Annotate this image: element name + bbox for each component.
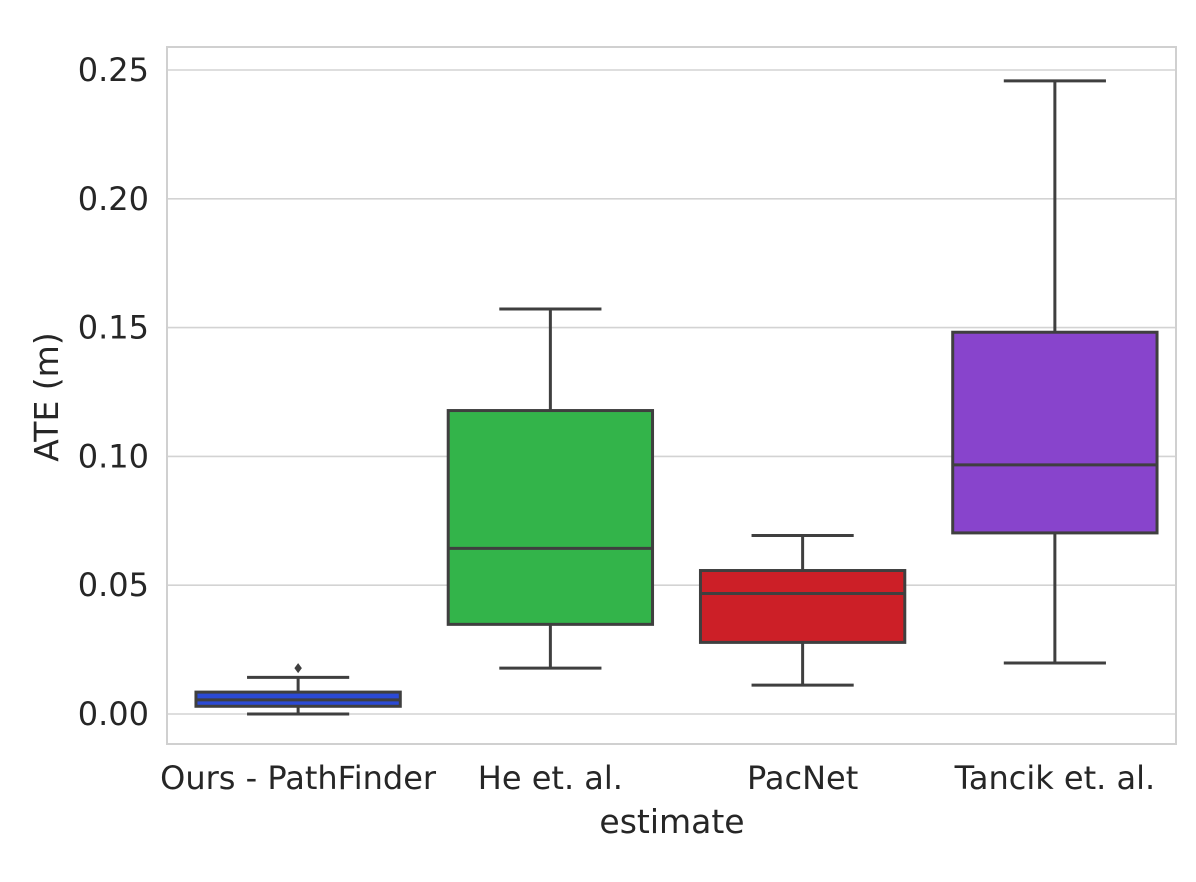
y-tick-label: 0.05 xyxy=(78,566,149,604)
box-group xyxy=(194,663,402,716)
box-group xyxy=(698,533,907,687)
boxes xyxy=(194,79,1159,716)
plot-area-frame xyxy=(166,46,1177,745)
box-group xyxy=(951,79,1159,665)
y-axis-label: ATE (m) xyxy=(27,332,66,461)
grid-lines xyxy=(167,69,1176,715)
y-tick-label: 0.25 xyxy=(78,51,149,89)
x-tick-label: He et. al. xyxy=(478,759,623,797)
x-tick-label: Tancik et. al. xyxy=(954,759,1156,797)
y-tick-label: 0.20 xyxy=(78,180,149,218)
x-axis-ticks: Ours - PathFinder He et. al. PacNet Tancik … xyxy=(160,759,1155,797)
box-iqr xyxy=(698,569,907,644)
outlier-point xyxy=(294,663,302,674)
x-tick-label: Ours - PathFinder xyxy=(160,759,437,797)
box-iqr xyxy=(446,409,655,626)
y-tick-label: 0.10 xyxy=(78,437,149,475)
x-axis-label: estimate xyxy=(599,802,744,841)
box-group xyxy=(446,307,655,670)
y-tick-label: 0.00 xyxy=(78,695,149,733)
y-axis-ticks: 0.00 0.05 0.10 0.15 0.20 0.25 xyxy=(78,51,149,733)
x-tick-label: PacNet xyxy=(747,759,858,797)
y-tick-label: 0.15 xyxy=(78,309,149,347)
box-iqr xyxy=(951,330,1159,535)
